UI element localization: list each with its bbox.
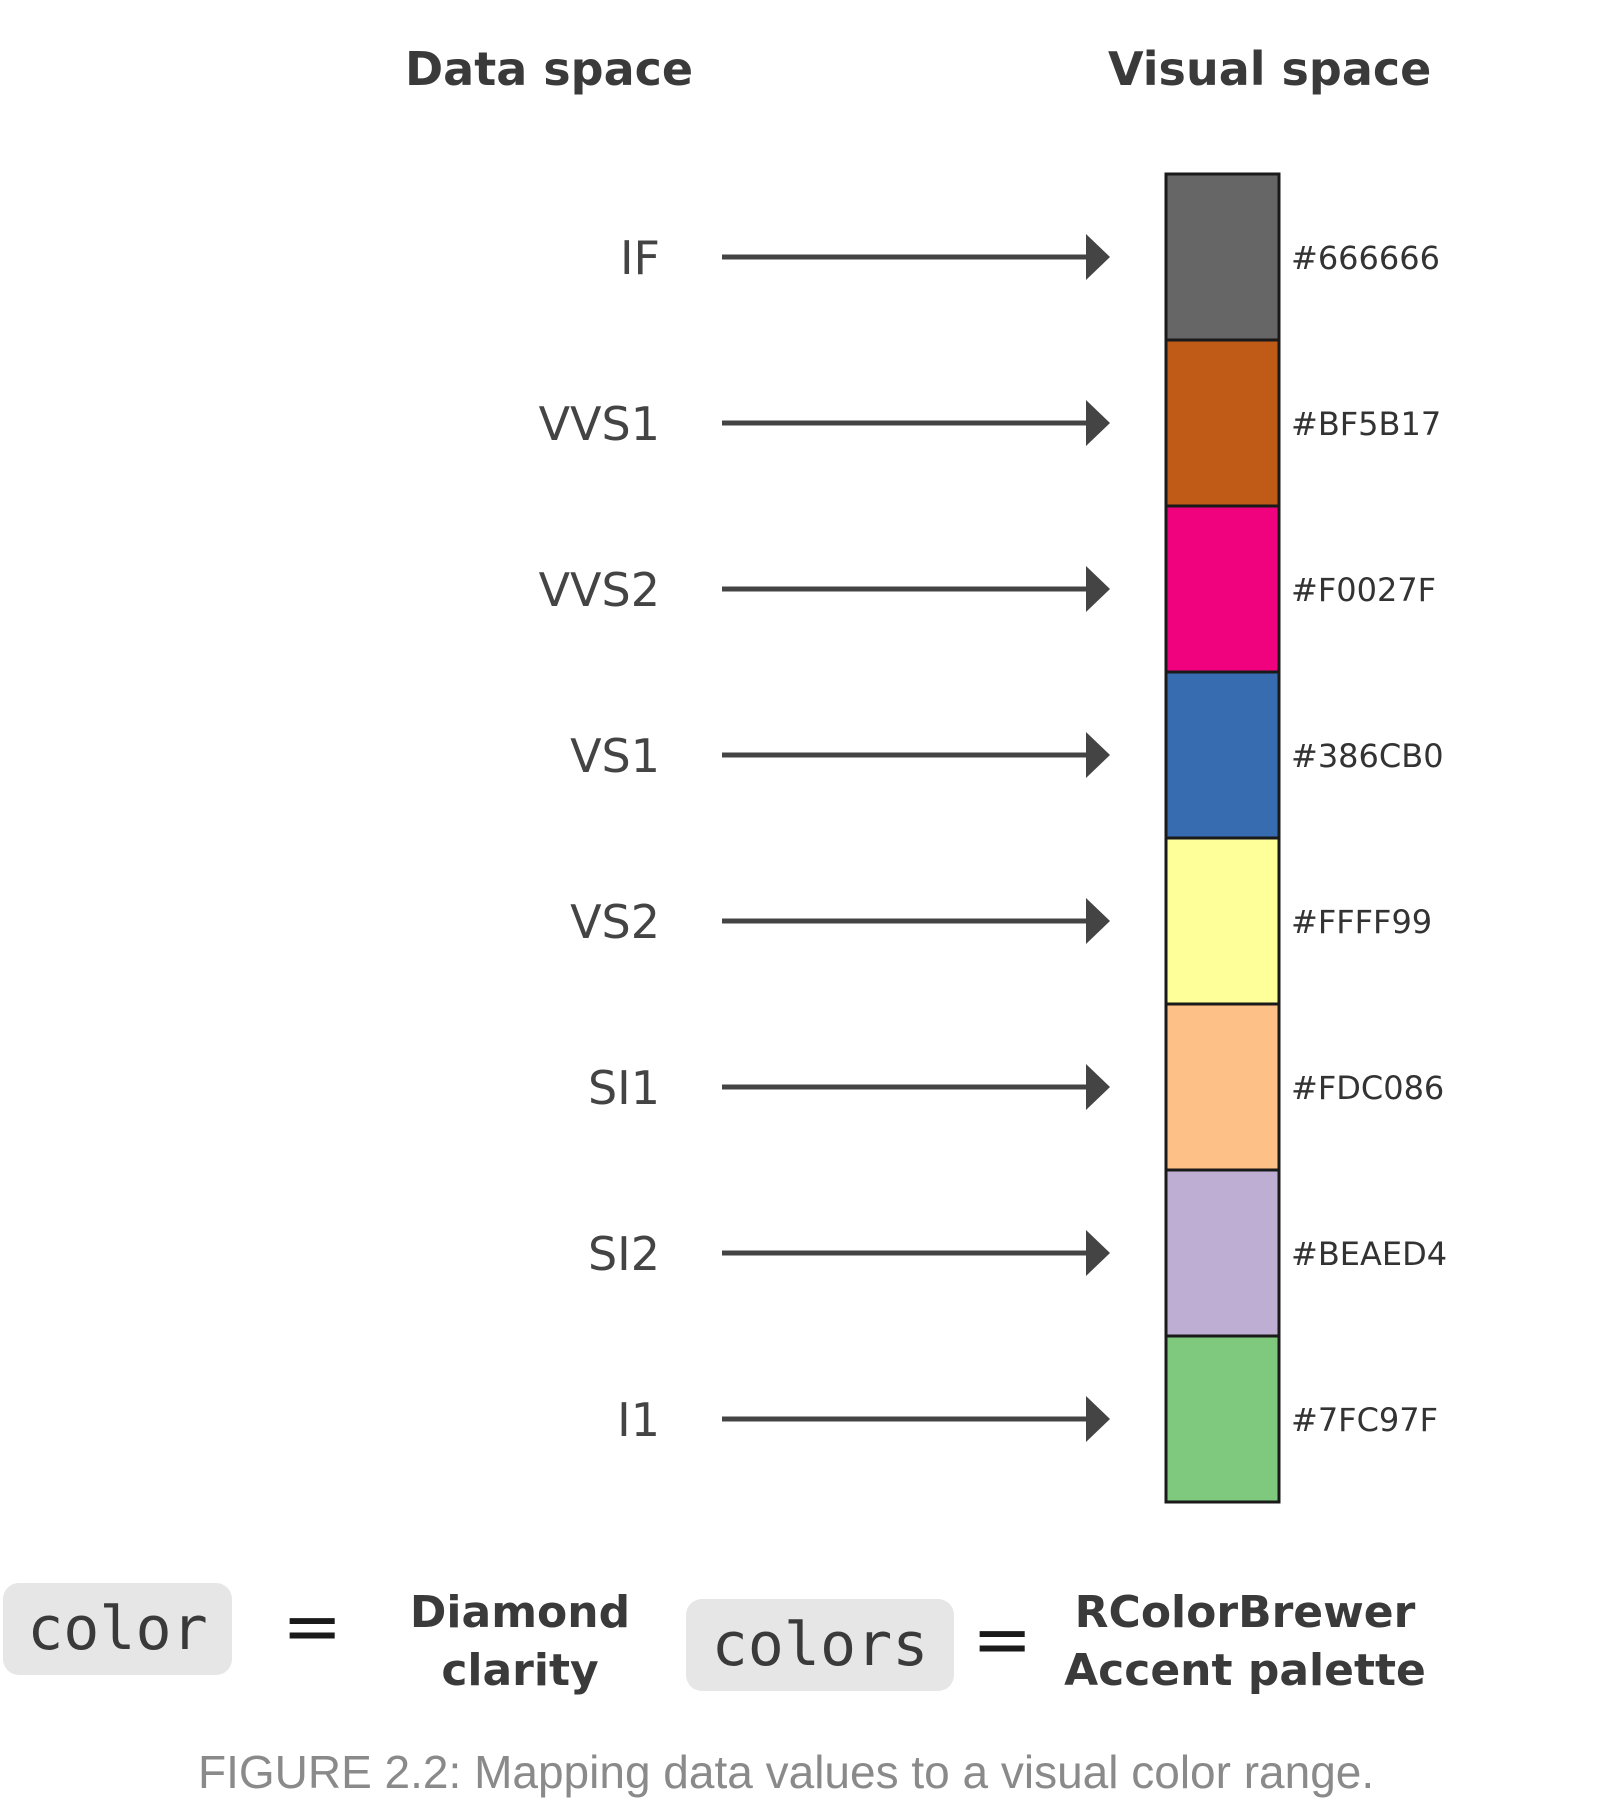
code-colors-text: colors [711, 1610, 929, 1680]
swatch-vvs1 [1164, 338, 1281, 508]
figure-caption: FIGURE 2.2: Mapping data values to a vis… [198, 1746, 1375, 1798]
hex-code-if: #666666 [1291, 239, 1440, 277]
data-value-i1: I1 [617, 1393, 660, 1447]
hex-code-si1: #FDC086 [1291, 1069, 1444, 1107]
arrow-head-vvs1 [1086, 400, 1110, 446]
accent-palette-line1: RColorBrewer [1074, 1587, 1416, 1638]
data-space-heading: Data space [405, 42, 694, 96]
swatch-si2 [1164, 1168, 1281, 1338]
swatch-vs2 [1164, 836, 1281, 1006]
arrow-head-si1 [1086, 1064, 1110, 1110]
accent-palette-line2: Accent palette [1064, 1645, 1426, 1697]
hex-code-vvs2: #F0027F [1291, 571, 1436, 609]
data-value-vs1: VS1 [570, 729, 660, 783]
swatch-i1 [1164, 1334, 1281, 1504]
data-value-vs2: VS2 [570, 895, 660, 949]
hex-code-i1: #7FC97F [1291, 1401, 1438, 1439]
code-color-text: color [27, 1594, 208, 1664]
hex-code-vvs1: #BF5B17 [1291, 405, 1441, 443]
visual-space-heading: Visual space [1108, 42, 1432, 96]
data-value-vvs2: VVS2 [539, 563, 660, 617]
diamond-clarity-label: Diamond clarity [390, 1584, 650, 1700]
arrow-head-vvs2 [1086, 566, 1110, 612]
equals-sign-right: = [972, 1597, 1033, 1681]
code-chip-colors: colors [686, 1599, 954, 1691]
mapping-diagram: IF #666666 VVS1 #BF5B17 VVS2 #F0027F VS1 #386CB… [539, 172, 1447, 1504]
arrow-head-i1 [1086, 1396, 1110, 1442]
data-value-if: IF [620, 231, 660, 285]
hex-code-vs2: #FFFF99 [1291, 903, 1432, 941]
arrow-head-si2 [1086, 1230, 1110, 1276]
diamond-clarity-line2: clarity [441, 1645, 599, 1697]
swatch-vs1 [1164, 670, 1281, 840]
swatch-if [1164, 172, 1281, 342]
swatch-vvs2 [1164, 504, 1281, 674]
accent-palette-label: RColorBrewer Accent palette [1055, 1584, 1435, 1700]
arrow-head-vs1 [1086, 732, 1110, 778]
arrow-head-vs2 [1086, 898, 1110, 944]
arrow-head-if [1086, 234, 1110, 280]
hex-code-vs1: #386CB0 [1291, 737, 1444, 775]
diamond-clarity-line1: Diamond [409, 1587, 631, 1638]
code-chip-color: color [3, 1583, 232, 1675]
equals-sign-left: = [282, 1584, 343, 1668]
hex-code-si2: #BEAED4 [1291, 1235, 1447, 1273]
data-value-si2: SI2 [588, 1227, 660, 1281]
data-value-si1: SI1 [588, 1061, 660, 1115]
data-value-vvs1: VVS1 [539, 397, 660, 451]
swatch-si1 [1164, 1002, 1281, 1172]
